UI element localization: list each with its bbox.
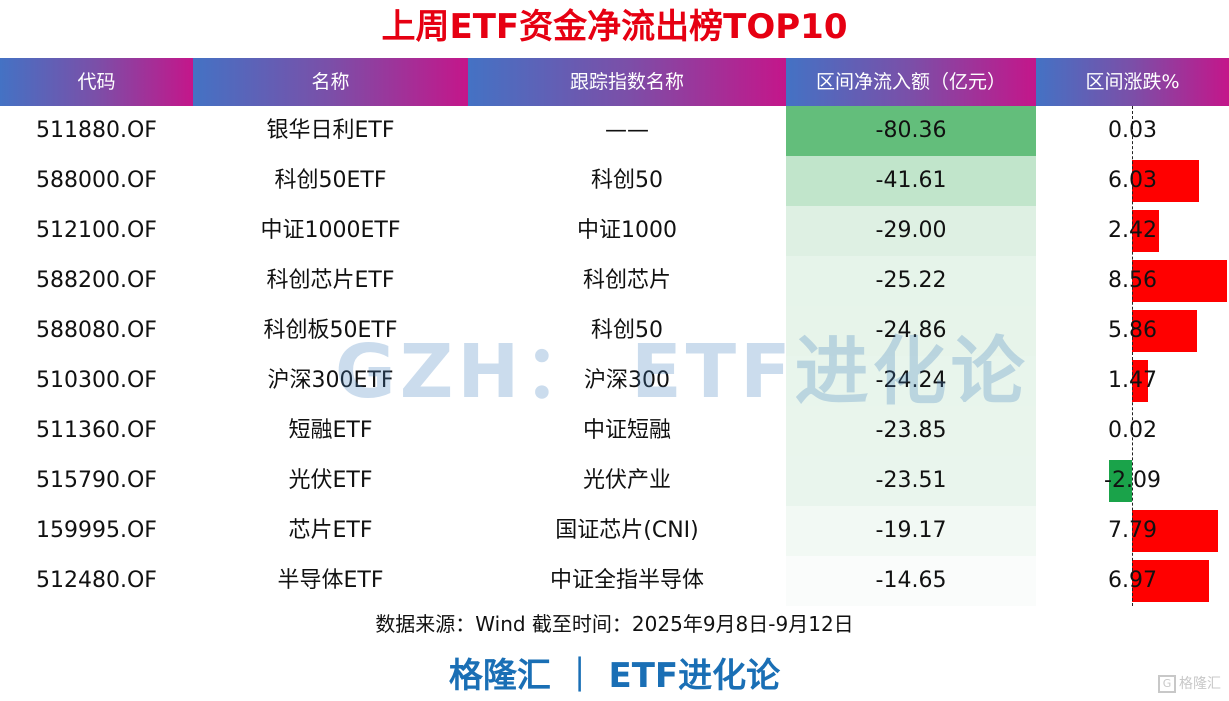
table-row: 588000.OF 科创50ETF 科创50 -41.61 6.03: [0, 156, 1229, 206]
cell-name: 银华日利ETF: [266, 118, 395, 143]
etf-outflow-table: 代码 名称 跟踪指数名称 区间净流入额（亿元） 区间涨跌% 511880.OF 银…: [0, 58, 1229, 606]
cell-index: 中证1000: [577, 218, 677, 243]
change-data-bar: [1132, 260, 1228, 302]
cell-name: 科创50ETF: [274, 168, 387, 193]
change-zero-axis: [1132, 106, 1133, 606]
brand-footer: 格隆汇 ｜ ETF进化论: [448, 656, 781, 696]
cell-name: 芯片ETF: [288, 518, 373, 543]
cell-change: 2.42: [1036, 206, 1229, 256]
cell-change: 6.97: [1036, 556, 1229, 606]
cell-code: 510300.OF: [36, 368, 157, 393]
table-row: 512100.OF 中证1000ETF 中证1000 -29.00 2.42: [0, 206, 1229, 256]
table-row: 515790.OF 光伏ETF 光伏产业 -23.51 -2.09: [0, 456, 1229, 506]
table-row: 588080.OF 科创板50ETF 科创50 -24.86 5.86: [0, 306, 1229, 356]
cell-index: 中证全指半导体: [549, 568, 704, 593]
change-value: 5.86: [1108, 318, 1157, 343]
cell-code: 588080.OF: [36, 318, 157, 343]
table-row: 512480.OF 半导体ETF 中证全指半导体 -14.65 6.97: [0, 556, 1229, 606]
cell-code: 511880.OF: [36, 118, 157, 143]
cell-name: 短融ETF: [288, 418, 373, 443]
change-data-bar: [1132, 160, 1199, 202]
change-data-bar: [1132, 310, 1198, 352]
cell-net-flow: -19.17: [786, 506, 1036, 556]
cell-net-flow: -14.65: [786, 556, 1036, 606]
cell-change: 0.03: [1036, 106, 1229, 156]
table-row: 511360.OF 短融ETF 中证短融 -23.85 0.02: [0, 406, 1229, 456]
change-value: 8.56: [1108, 268, 1157, 293]
cell-code: 511360.OF: [36, 418, 157, 443]
change-value: 2.42: [1108, 218, 1157, 243]
cell-name: 半导体ETF: [277, 568, 384, 593]
change-value: 6.97: [1108, 568, 1157, 593]
header-name: 名称: [193, 58, 468, 106]
change-value: -2.09: [1104, 468, 1161, 493]
chart-title: 上周ETF资金净流出榜TOP10: [381, 7, 848, 47]
cell-index: 科创芯片: [582, 268, 671, 293]
cell-name: 科创芯片ETF: [266, 268, 395, 293]
cell-change: 6.03: [1036, 156, 1229, 206]
cell-index: 光伏产业: [582, 468, 671, 493]
change-data-bar: [1132, 210, 1159, 252]
change-data-bar: [1132, 510, 1219, 552]
change-value: 6.03: [1108, 168, 1157, 193]
change-value: 0.03: [1108, 118, 1157, 143]
cell-code: 512100.OF: [36, 218, 157, 243]
cell-code: 159995.OF: [36, 518, 157, 543]
cell-code: 515790.OF: [36, 468, 157, 493]
cell-net-flow: -25.22: [786, 256, 1036, 306]
cell-change: 1.47: [1036, 356, 1229, 406]
cell-net-flow: -24.86: [786, 306, 1036, 356]
change-value: 7.79: [1108, 518, 1157, 543]
cell-index: 科创50: [591, 168, 663, 193]
table-row: 511880.OF 银华日利ETF —— -80.36 0.03: [0, 106, 1229, 156]
data-source-note: 数据来源：Wind 截至时间：2025年9月8日-9月12日: [375, 612, 854, 636]
cell-index: 中证短融: [582, 418, 671, 443]
change-data-bar: [1108, 460, 1132, 502]
cell-change: -2.09: [1036, 456, 1229, 506]
cell-net-flow: -24.24: [786, 356, 1036, 406]
cell-net-flow: -41.61: [786, 156, 1036, 206]
cell-change: 8.56: [1036, 256, 1229, 306]
table-row: 159995.OF 芯片ETF 国证芯片(CNI) -19.17 7.79: [0, 506, 1229, 556]
change-data-bar: [1132, 560, 1210, 602]
cell-change: 0.02: [1036, 406, 1229, 456]
header-change: 区间涨跌%: [1036, 58, 1229, 106]
table-row: 510300.OF 沪深300ETF 沪深300 -24.24 1.47: [0, 356, 1229, 406]
header-net-flow: 区间净流入额（亿元）: [786, 58, 1036, 106]
cell-net-flow: -23.51: [786, 456, 1036, 506]
cell-net-flow: -23.85: [786, 406, 1036, 456]
logo-icon: G: [1158, 675, 1176, 693]
cell-index: 科创50: [591, 318, 663, 343]
change-value: 1.47: [1108, 368, 1157, 393]
cell-net-flow: -80.36: [786, 106, 1036, 156]
cell-change: 5.86: [1036, 306, 1229, 356]
table-header: 代码 名称 跟踪指数名称 区间净流入额（亿元） 区间涨跌%: [0, 58, 1229, 106]
cell-code: 512480.OF: [36, 568, 157, 593]
cell-name: 光伏ETF: [288, 468, 373, 493]
cell-name: 科创板50ETF: [263, 318, 398, 343]
cell-index: ——: [605, 118, 649, 143]
change-value: 0.02: [1108, 418, 1157, 443]
corner-logo: G 格隆汇: [1158, 673, 1221, 693]
header-index: 跟踪指数名称: [468, 58, 786, 106]
cell-net-flow: -29.00: [786, 206, 1036, 256]
corner-logo-text: 格隆汇: [1179, 676, 1221, 692]
cell-change: 7.79: [1036, 506, 1229, 556]
cell-index: 沪深300: [584, 368, 670, 393]
cell-name: 沪深300ETF: [267, 368, 394, 393]
table-body: 511880.OF 银华日利ETF —— -80.36 0.03 588000.OF 科创5…: [0, 106, 1229, 606]
cell-code: 588000.OF: [36, 168, 157, 193]
cell-index: 国证芯片(CNI): [555, 518, 699, 543]
table-row: 588200.OF 科创芯片ETF 科创芯片 -25.22 8.56: [0, 256, 1229, 306]
cell-code: 588200.OF: [36, 268, 157, 293]
header-code: 代码: [0, 58, 193, 106]
cell-name: 中证1000ETF: [260, 218, 401, 243]
change-data-bar: [1132, 360, 1149, 402]
